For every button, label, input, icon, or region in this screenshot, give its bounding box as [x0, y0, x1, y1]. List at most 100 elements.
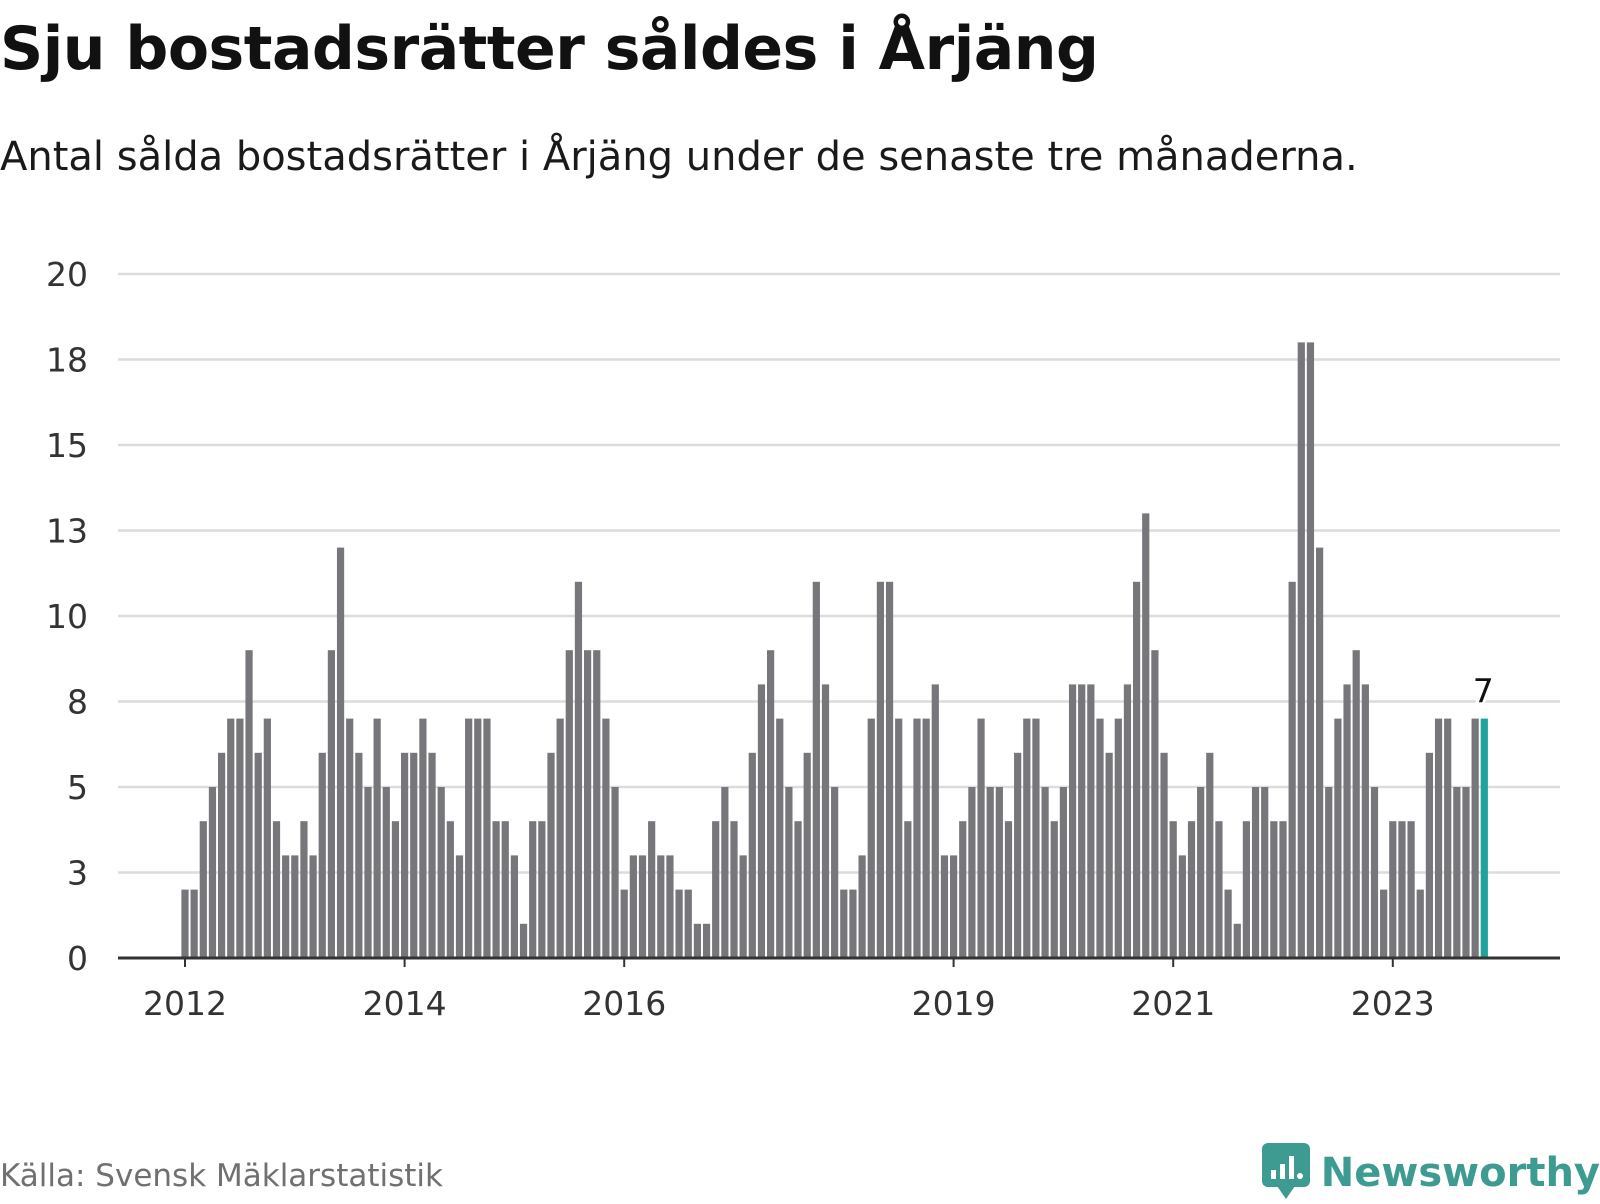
bar — [364, 787, 372, 958]
bar — [428, 752, 436, 958]
bar — [1471, 718, 1479, 958]
bar — [968, 787, 976, 958]
bar — [373, 718, 381, 958]
bar — [867, 718, 875, 958]
bar — [803, 752, 811, 958]
bar — [401, 752, 409, 958]
bar — [556, 718, 564, 958]
bar — [1389, 821, 1397, 958]
bar — [1206, 752, 1214, 958]
bar — [1288, 581, 1296, 958]
bar — [1242, 821, 1250, 958]
bar — [977, 718, 985, 958]
bar — [382, 787, 390, 958]
bar — [1261, 787, 1269, 958]
bar — [208, 787, 217, 958]
bar — [1425, 752, 1433, 958]
bar — [794, 821, 802, 958]
bar — [702, 923, 711, 958]
bar — [1233, 923, 1241, 958]
bar — [1197, 787, 1205, 958]
bar — [465, 718, 473, 958]
bar — [410, 752, 418, 958]
bar — [446, 821, 454, 958]
bar — [1059, 787, 1067, 958]
chart-title: Sju bostadsrätter såldes i Årjäng — [0, 14, 1099, 84]
bar — [1014, 752, 1022, 958]
brand-name: Newsworthy — [1320, 1150, 1600, 1196]
brand-logo[interactable]: Newsworthy — [1261, 1142, 1600, 1204]
y-tick-label: 13 — [46, 512, 88, 551]
bar — [931, 684, 939, 958]
bar — [986, 787, 994, 958]
x-tick-label: 2016 — [582, 984, 666, 1023]
bar — [1370, 787, 1379, 958]
bar — [291, 855, 299, 958]
bar — [1215, 821, 1223, 958]
bar — [1416, 889, 1424, 958]
bar — [1453, 787, 1461, 958]
bar — [922, 718, 930, 958]
bar — [1334, 718, 1342, 958]
chart-subtitle: Antal sålda bostadsrätter i Årjäng under… — [0, 134, 1358, 180]
bar — [1462, 787, 1470, 958]
bar — [1306, 342, 1315, 958]
bar — [218, 752, 226, 958]
x-tick-label: 2023 — [1351, 984, 1435, 1023]
bar — [776, 718, 784, 958]
bar — [785, 787, 793, 958]
x-tick-label: 2012 — [143, 984, 227, 1023]
bar — [227, 718, 235, 958]
bar — [263, 718, 271, 958]
x-tick-label: 2021 — [1131, 984, 1215, 1023]
bar — [529, 821, 537, 958]
bar — [190, 889, 198, 958]
bar — [1361, 684, 1369, 958]
bar-highlight — [1480, 718, 1488, 958]
bar — [629, 855, 637, 958]
bar — [1133, 581, 1141, 958]
bar — [1316, 547, 1324, 958]
y-tick-label: 8 — [67, 683, 88, 722]
bar — [574, 581, 583, 958]
bar — [1041, 787, 1049, 958]
bar — [666, 855, 674, 958]
bar — [1178, 855, 1186, 958]
bar — [282, 855, 290, 958]
bar — [876, 581, 884, 958]
bar — [419, 718, 427, 958]
bar — [1050, 821, 1058, 958]
bar — [730, 821, 738, 958]
bar — [565, 650, 573, 958]
bar — [199, 821, 207, 958]
bar — [1032, 718, 1040, 958]
y-tick-label: 0 — [67, 939, 88, 978]
bar — [1251, 787, 1260, 958]
bar — [638, 855, 647, 958]
bar — [1160, 752, 1168, 958]
bar — [1434, 718, 1443, 958]
bar — [1087, 684, 1095, 958]
bar — [1078, 684, 1086, 958]
bar — [1169, 821, 1177, 958]
bar — [757, 684, 766, 958]
bar — [1023, 718, 1031, 958]
bar — [272, 821, 281, 958]
bar — [950, 855, 958, 958]
bar — [1398, 821, 1406, 958]
bar — [355, 752, 363, 958]
bar — [181, 889, 189, 958]
bar — [1325, 787, 1333, 958]
y-tick-label: 10 — [46, 597, 88, 636]
bar — [885, 581, 894, 958]
bar — [620, 889, 628, 958]
data-label: 7 — [1473, 672, 1494, 711]
bar — [1096, 718, 1104, 958]
bar — [492, 821, 500, 958]
bar — [1123, 684, 1132, 958]
bar — [584, 650, 592, 958]
bar — [1105, 752, 1113, 958]
bar — [675, 889, 683, 958]
bar — [693, 923, 701, 958]
bar — [327, 650, 335, 958]
